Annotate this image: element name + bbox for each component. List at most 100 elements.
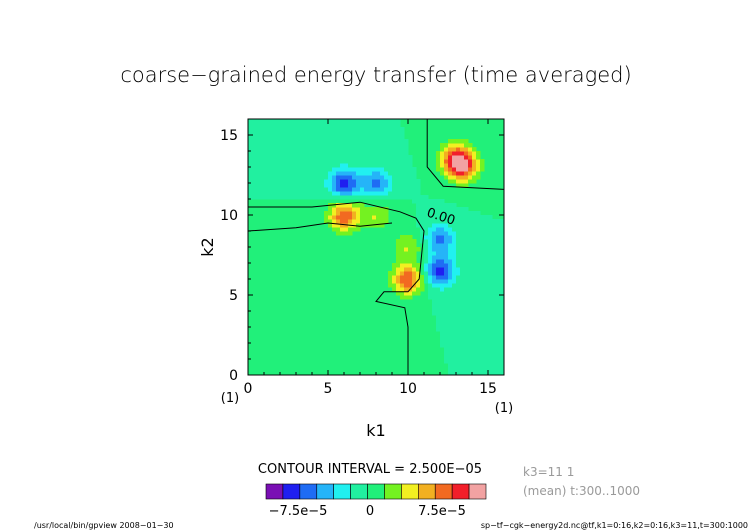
contour-cell: [424, 279, 429, 284]
contour-cell: [416, 215, 421, 220]
contour-cell: [444, 163, 449, 168]
contour-cell: [256, 195, 261, 200]
contour-cell: [288, 183, 293, 188]
contour-cell: [284, 155, 289, 160]
color-bar: [265, 483, 487, 500]
contour-cell: [324, 143, 329, 148]
contour-cell: [272, 187, 277, 192]
contour-cell: [256, 131, 261, 136]
footer-source: sp−tf−cgk−energy2d.nc@tf,k1=0:16,k2=0:16…: [481, 521, 748, 530]
contour-cell: [460, 219, 465, 224]
contour-cell: [468, 363, 473, 368]
contour-cell: [404, 287, 409, 292]
contour-cell: [304, 119, 309, 124]
contour-cell: [256, 159, 261, 164]
contour-cell: [356, 163, 361, 168]
contour-cell: [444, 235, 449, 240]
contour-cell: [384, 119, 389, 124]
contour-cell: [396, 267, 401, 272]
contour-cell: [448, 319, 453, 324]
colorbar-swatch: [418, 483, 436, 500]
contour-cell: [396, 155, 401, 160]
contour-cell: [416, 211, 421, 216]
contour-cell: [380, 123, 385, 128]
contour-cell: [452, 335, 457, 340]
contour-cell: [288, 143, 293, 148]
contour-cell: [496, 347, 501, 352]
contour-cell: [400, 259, 405, 264]
colorbar-label-low: −7.5e−5: [269, 504, 328, 519]
contour-cell: [476, 327, 481, 332]
contour-cell: [352, 211, 357, 216]
contour-cell: [396, 187, 401, 192]
contour-cell: [496, 267, 501, 272]
contour-cell: [488, 267, 493, 272]
contour-cell: [284, 151, 289, 156]
contour-cell: [488, 283, 493, 288]
contour-cell: [440, 307, 445, 312]
contour-cell: [468, 291, 473, 296]
contour-cell: [436, 231, 441, 236]
contour-cell: [456, 247, 461, 252]
contour-cell: [248, 179, 253, 184]
contour-cell: [388, 127, 393, 132]
contour-cell: [352, 119, 357, 124]
contour-cell: [328, 143, 333, 148]
contour-cell: [428, 287, 433, 292]
contour-cell: [268, 187, 273, 192]
contour-cell: [488, 347, 493, 352]
contour-cell: [392, 119, 397, 124]
contour-cell: [460, 251, 465, 256]
contour-cell: [452, 359, 457, 364]
contour-cell: [392, 131, 397, 136]
contour-cell: [444, 319, 449, 324]
contour-cell: [376, 135, 381, 140]
contour-cell: [484, 319, 489, 324]
contour-cell: [424, 251, 429, 256]
contour-cell: [484, 327, 489, 332]
contour-cell: [484, 255, 489, 260]
contour-cell: [260, 131, 265, 136]
contour-cell: [364, 151, 369, 156]
contour-cell: [432, 311, 437, 316]
contour-cell: [476, 247, 481, 252]
contour-cell: [432, 215, 437, 220]
contour-cell: [500, 271, 505, 276]
contour-cell: [284, 175, 289, 180]
contour-cell: [440, 271, 445, 276]
contour-cell: [288, 179, 293, 184]
contour-cell: [284, 171, 289, 176]
contour-cell: [472, 327, 477, 332]
contour-cell: [400, 155, 405, 160]
contour-cell: [376, 179, 381, 184]
contour-cell: [280, 163, 285, 168]
contour-cell: [500, 267, 505, 272]
contour-cell: [448, 343, 453, 348]
contour-cell: [248, 123, 253, 128]
contour-cell: [396, 143, 401, 148]
contour-cell: [340, 223, 345, 228]
contour-cell: [480, 291, 485, 296]
contour-cell: [444, 159, 449, 164]
contour-cell: [472, 323, 477, 328]
contour-cell: [352, 215, 357, 220]
contour-cell: [280, 159, 285, 164]
contour-cell: [368, 183, 373, 188]
contour-cell: [432, 203, 437, 208]
contour-cell: [376, 187, 381, 192]
contour-cell: [376, 159, 381, 164]
contour-cell: [288, 163, 293, 168]
contour-cell: [368, 151, 373, 156]
contour-cell: [488, 231, 493, 236]
contour-cell: [484, 371, 489, 376]
contour-cell: [452, 251, 457, 256]
contour-cell: [340, 203, 345, 208]
contour-cell: [484, 283, 489, 288]
contour-cell: [448, 207, 453, 212]
contour-cell: [252, 191, 257, 196]
contour-cell: [432, 223, 437, 228]
contour-cell: [332, 163, 337, 168]
contour-cell: [316, 139, 321, 144]
contour-cell: [360, 151, 365, 156]
contour-cell: [476, 315, 481, 320]
